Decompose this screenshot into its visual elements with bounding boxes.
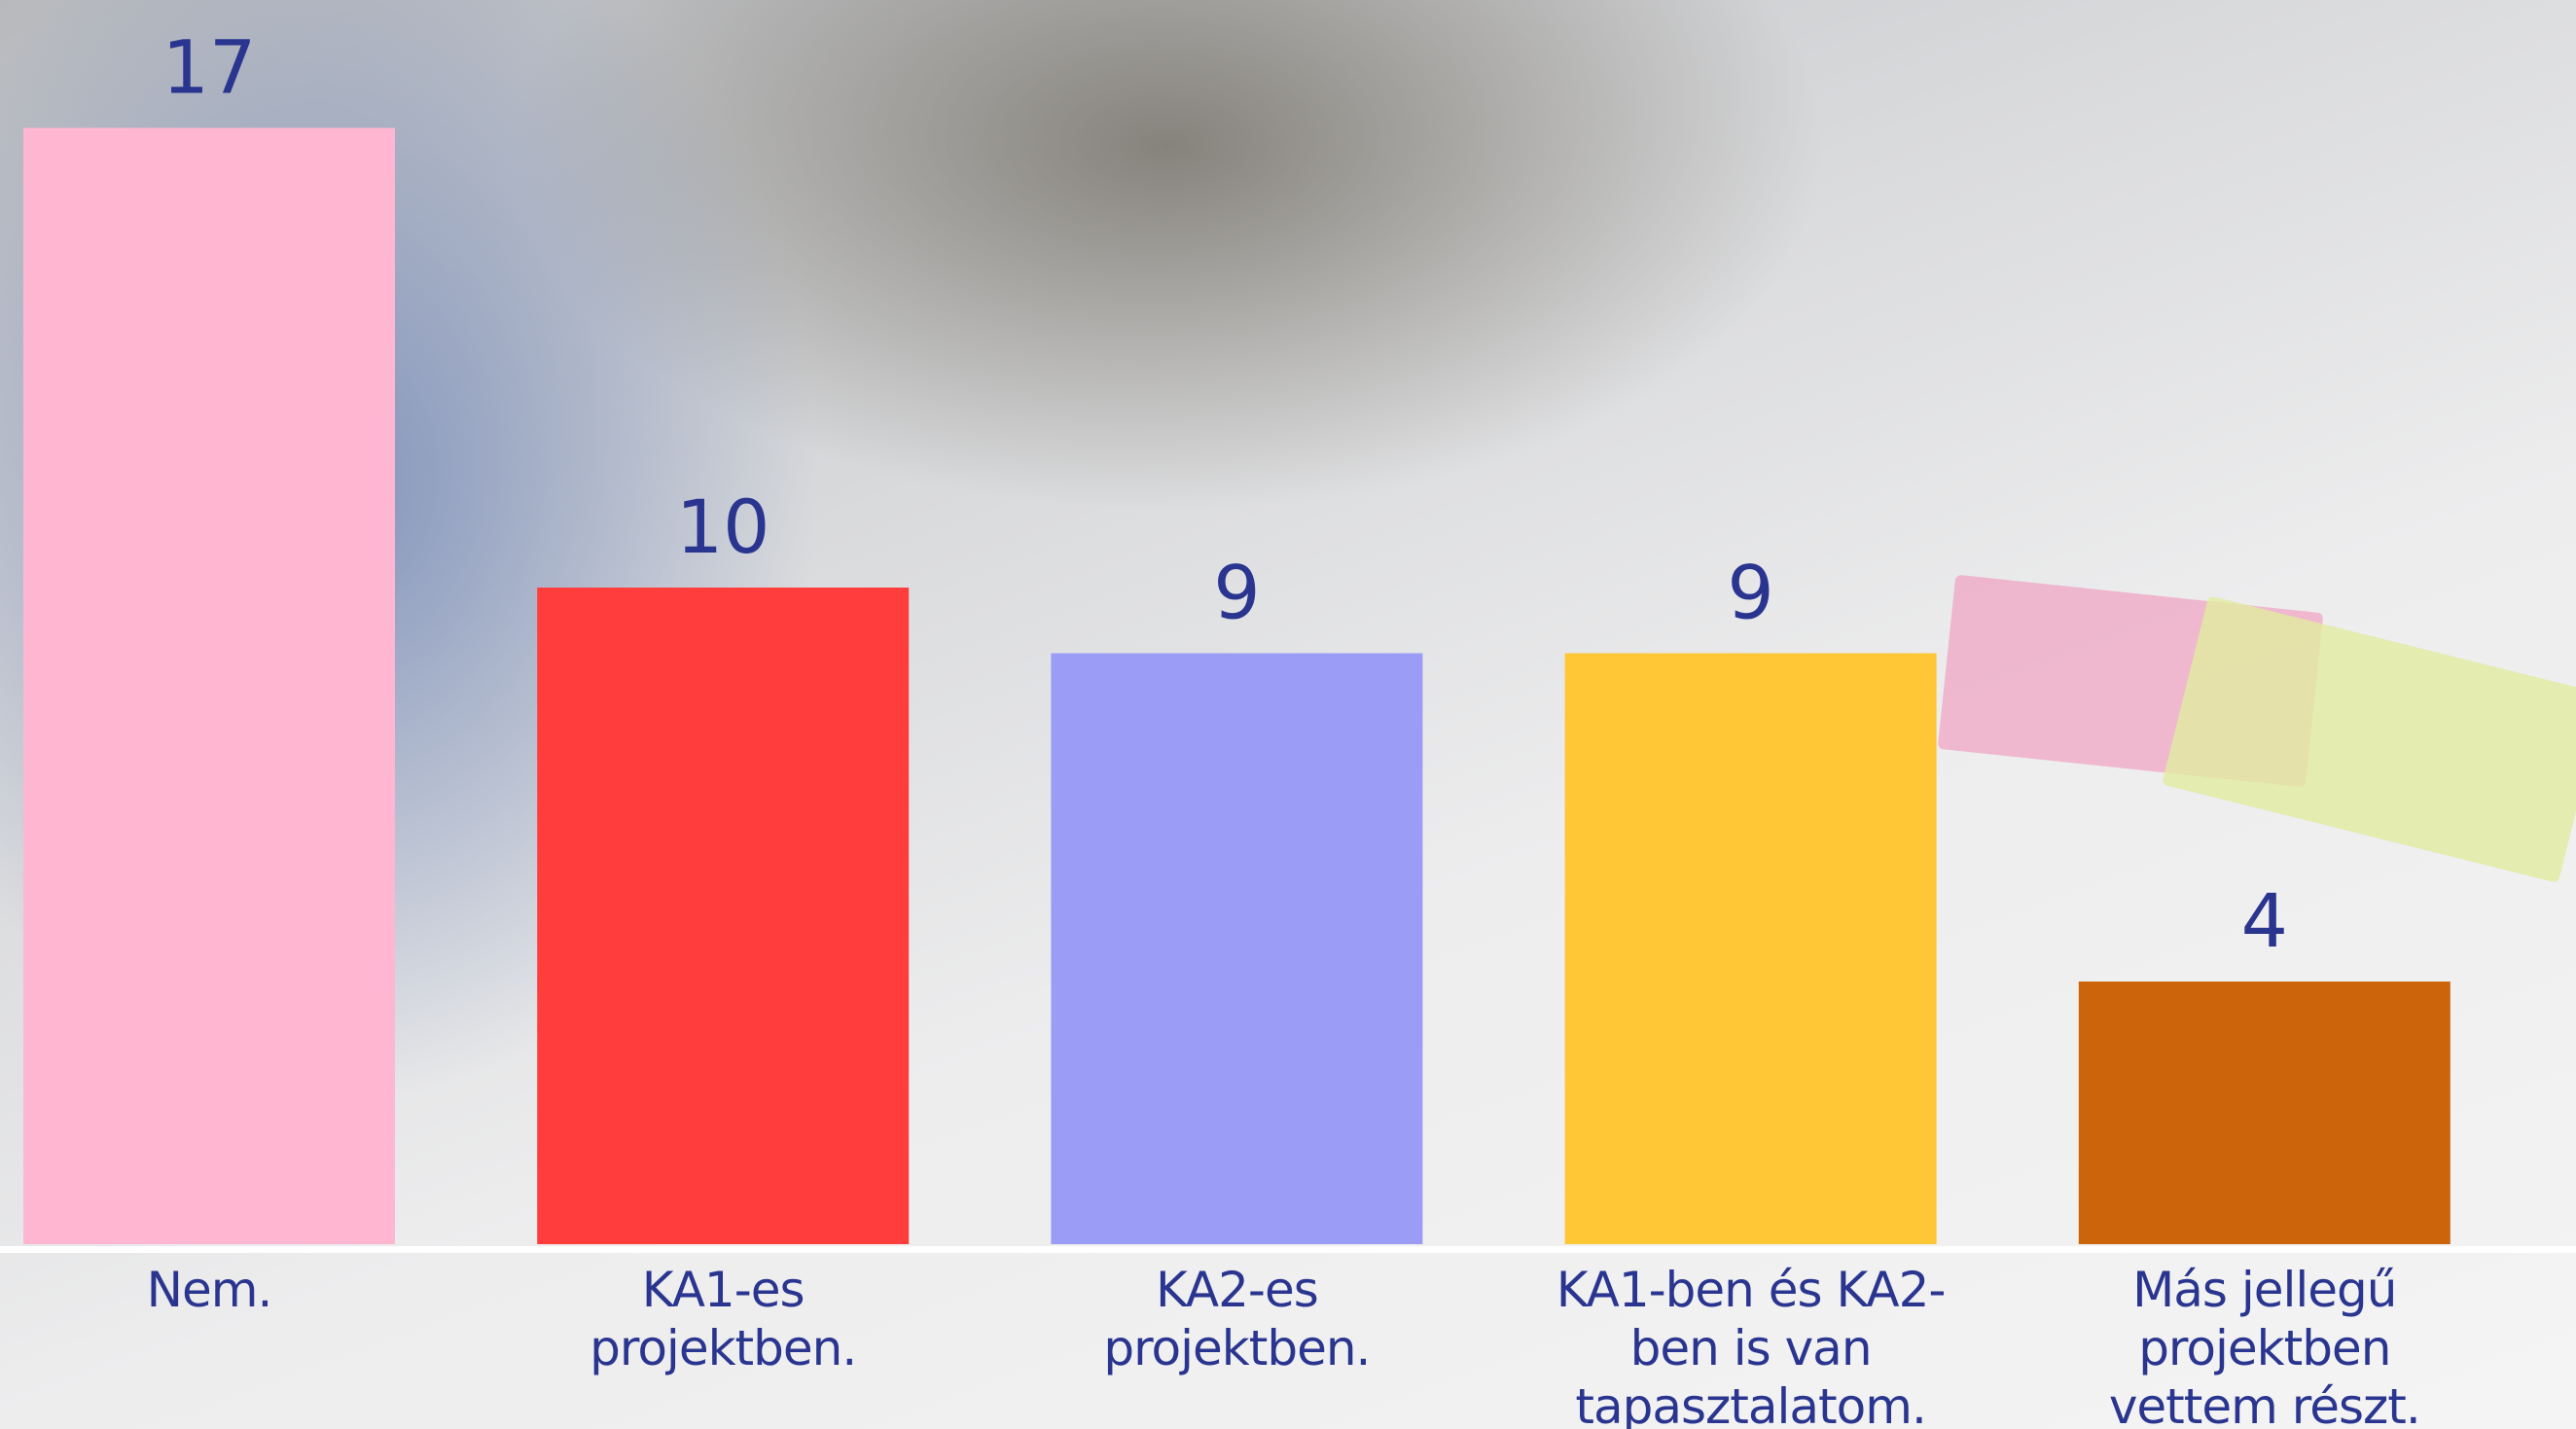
bar — [2078, 982, 2451, 1244]
bar — [1564, 653, 1937, 1244]
value-label: 17 — [162, 24, 257, 111]
value-label: 4 — [2241, 877, 2288, 964]
category-label: Nem. — [146, 1262, 273, 1318]
bar — [23, 127, 395, 1244]
category-label: KA2-es projektben. — [1103, 1262, 1371, 1376]
bar — [1051, 653, 1423, 1244]
value-label: 10 — [676, 483, 770, 570]
category-label: KA1-es projektben. — [590, 1262, 857, 1376]
value-label: 9 — [1727, 550, 1773, 636]
baseline — [0, 1246, 2576, 1253]
bar — [537, 588, 910, 1244]
category-label: KA1-ben és KA2-ben is van tapasztalatom. — [1556, 1262, 1947, 1429]
value-label: 9 — [1213, 550, 1260, 636]
category-label: Más jellegű projektben vettem részt. — [2108, 1262, 2421, 1429]
